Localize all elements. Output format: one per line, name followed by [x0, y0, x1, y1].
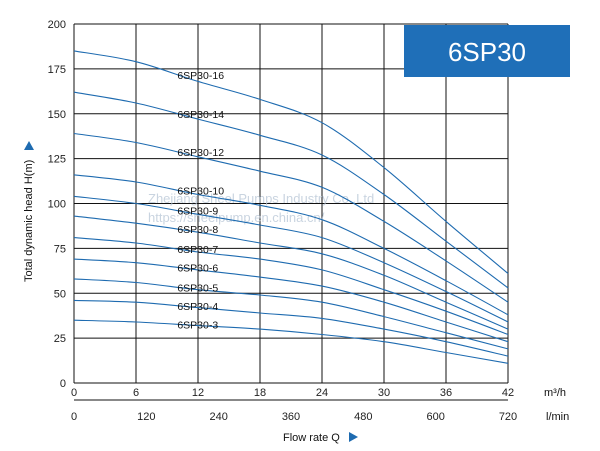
curve-label: 6SP30-10	[177, 185, 224, 197]
curve-label: 6SP30-5	[177, 282, 218, 294]
curve-label: 6SP30-8	[177, 224, 218, 236]
curve-label: 6SP30-14	[177, 109, 224, 121]
y-tick-labels: 0 25 50 75 100 125 150 175 200	[48, 19, 66, 390]
x-axis-title: Flow rate Q	[283, 432, 340, 444]
curve-label: 6SP30-12	[177, 147, 224, 159]
title-badge: 6SP30	[404, 25, 570, 77]
x-unit-lmin: l/min	[546, 411, 569, 423]
curve-label: 6SP30-7	[177, 244, 218, 256]
x-tick-label-lmin: 360	[282, 411, 300, 423]
x-tick-label-m3h: 0	[71, 387, 77, 399]
chart-title: 6SP30	[448, 37, 526, 67]
x-tick-label-m3h: 12	[192, 387, 204, 399]
x-tick-label-m3h: 18	[254, 387, 266, 399]
x-tick-labels-m3h: 0 6 12 18 24 30 36 42	[71, 387, 514, 399]
x-tick-label-lmin: 240	[209, 411, 227, 423]
curve-6sp30-16	[73, 50, 509, 274]
x-axis-arrow-icon	[349, 432, 358, 442]
curve-6sp30-8	[73, 215, 509, 330]
y-tick-label: 25	[54, 333, 66, 345]
curve-6sp30-3	[73, 319, 509, 364]
x-tick-labels-lmin: 0 120 240 360 480 600 720	[71, 411, 517, 423]
curve-6sp30-5	[73, 278, 509, 350]
x-tick-label-lmin: 0	[71, 411, 77, 423]
y-tick-label: 175	[48, 64, 66, 76]
x-tick-label-lmin: 120	[137, 411, 155, 423]
y-tick-label: 75	[54, 243, 66, 255]
x-tick-label-lmin: 600	[426, 411, 444, 423]
y-axis-title: Total dynamic head H(m)	[23, 160, 35, 282]
y-tick-label: 0	[60, 378, 66, 390]
x-tick-label-m3h: 30	[378, 387, 390, 399]
x-tick-label-m3h: 42	[502, 387, 514, 399]
x-tick-label-m3h: 24	[316, 387, 328, 399]
curve-6sp30-4	[73, 299, 509, 357]
curve-label: 6SP30-3	[177, 319, 218, 331]
y-axis-arrow-icon	[24, 141, 34, 150]
x-tick-label-m3h: 6	[133, 387, 139, 399]
curve-6sp30-6	[73, 258, 509, 343]
curve-6sp30-7	[73, 237, 509, 336]
curve-label: 6SP30-6	[177, 263, 218, 275]
curve-6sp30-10	[73, 174, 509, 316]
x-tick-label-m3h: 36	[440, 387, 452, 399]
x-tick-label-lmin: 720	[499, 411, 517, 423]
x-tick-label-lmin: 480	[354, 411, 372, 423]
curve-label: 6SP30-9	[177, 206, 218, 218]
grid	[73, 23, 509, 401]
watermark-line-2: https://sheelpump.en.china.cn/	[148, 210, 325, 225]
x-unit-m3h: m³/h	[544, 387, 566, 399]
curve-label: 6SP30-16	[177, 70, 224, 82]
curve-6sp30-14	[73, 91, 509, 289]
curves	[73, 50, 509, 364]
title-badge-bg	[404, 25, 570, 77]
y-tick-label: 100	[48, 199, 66, 211]
y-tick-label: 150	[48, 109, 66, 121]
y-tick-label: 50	[54, 288, 66, 300]
curve-6sp30-9	[73, 195, 509, 323]
curve-6sp30-12	[73, 132, 509, 303]
y-tick-label: 200	[48, 19, 66, 31]
curve-labels: 6SP30-16 6SP30-14 6SP30-12 6SP30-10 6SP30-9 6…	[177, 70, 224, 332]
curve-label: 6SP30-4	[177, 301, 218, 313]
watermark-line-1: Zhejiang Sheel Pumps Industry Co.,Ltd	[148, 191, 374, 206]
y-tick-label: 125	[48, 154, 66, 166]
